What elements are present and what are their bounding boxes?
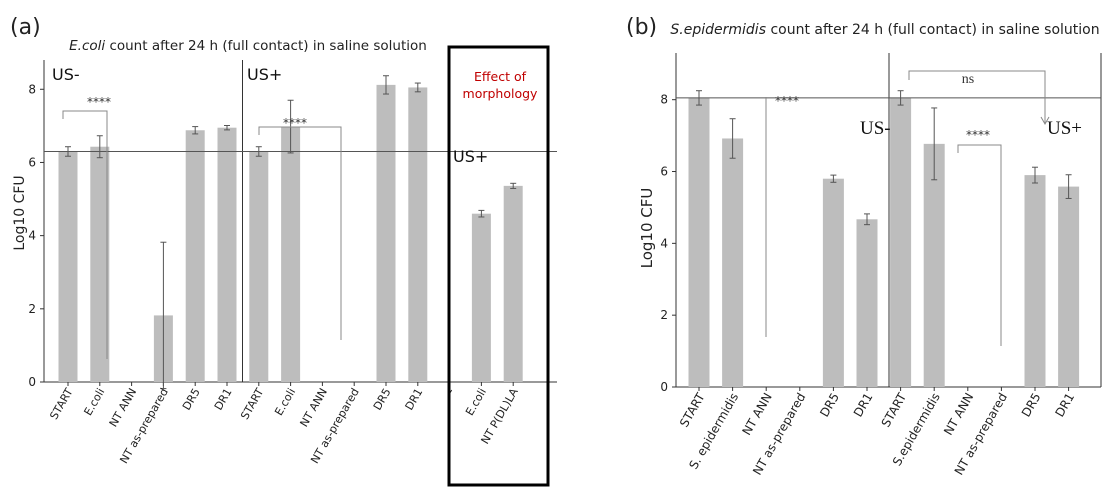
x-tick-label: -: [444, 386, 457, 396]
x-tick-label: DR1: [403, 386, 426, 413]
bar: [688, 97, 710, 388]
panel-b: (b) S.epidermidis count after 24 h (full…: [626, 15, 1102, 477]
bar: [185, 130, 205, 382]
x-tick-label: NT ANN: [740, 391, 775, 438]
y-tick-label: 2: [28, 302, 36, 316]
panel-a-title: E.coli count after 24 h (full contact) i…: [69, 38, 427, 54]
bar: [281, 126, 301, 382]
bar: [722, 138, 744, 387]
x-tick-label: DR1: [1052, 391, 1077, 420]
bar: [249, 151, 269, 382]
x-tick-label: DR5: [180, 386, 203, 413]
significance-bracket: [62, 110, 108, 359]
panel-b-ylabel: Log10 CFU: [638, 188, 656, 269]
ns-bracket: [908, 70, 1046, 123]
y-tick-label: 2: [660, 308, 668, 322]
significance-stars: ****: [966, 128, 990, 142]
bar: [1024, 175, 1046, 387]
bar: [408, 87, 428, 383]
significance-stars: ****: [87, 95, 111, 109]
ns-arrowhead: [1040, 116, 1050, 126]
x-tick-label: DR1: [851, 391, 876, 420]
x-tick-label: E.coli: [463, 386, 489, 418]
x-tick-label: DR1: [212, 386, 235, 413]
panel-a: (a) E.coli count after 24 h (full contac…: [10, 15, 557, 487]
x-tick-label: START: [238, 386, 266, 422]
x-tick-label: E.coli: [272, 386, 298, 418]
significance-bracket: [258, 126, 342, 340]
x-tick-label: DR5: [817, 391, 842, 420]
group-label: US-: [52, 65, 80, 84]
ns-label: ns: [962, 72, 974, 87]
panel-a-label: (a): [10, 15, 41, 40]
y-tick-label: 0: [660, 380, 668, 394]
significance-stars: ****: [283, 116, 307, 130]
bar: [923, 143, 945, 387]
bar: [58, 151, 78, 382]
bar: [217, 127, 237, 383]
group-label: US+: [1047, 118, 1082, 139]
y-tick-label: 0: [28, 375, 36, 389]
panel-b-label: (b): [626, 15, 657, 40]
x-tick-label: START: [47, 386, 75, 422]
y-tick-label: 8: [28, 82, 36, 96]
panel-b-title: S.epidermidis count after 24 h (full con…: [670, 22, 1099, 38]
bar: [471, 213, 491, 382]
bar: [1058, 186, 1080, 387]
x-tick-label: DR5: [1019, 391, 1044, 420]
bar: [822, 178, 844, 387]
morphology-box: [447, 45, 550, 487]
x-tick-label: START: [879, 390, 910, 430]
x-tick-label: NT ANN: [107, 386, 139, 429]
x-tick-label: E.coli: [81, 386, 107, 418]
y-tick-label: 8: [660, 93, 668, 107]
bar: [376, 84, 396, 382]
y-tick-label: 4: [28, 229, 36, 243]
bar: [856, 219, 878, 387]
morphology-annotation: Effect of morphology: [463, 69, 539, 101]
bar: [503, 185, 523, 382]
x-tick-label: DR5: [371, 386, 394, 413]
y-tick-label: 6: [28, 155, 36, 169]
significance-bracket: [957, 144, 1002, 346]
x-tick-label: NT ANN: [941, 391, 976, 438]
group-label: US-: [860, 118, 891, 139]
bar: [90, 146, 110, 382]
x-tick-label: START: [677, 390, 708, 430]
significance-stars: ****: [775, 94, 799, 108]
panel-a-ylabel: Log10 CFU: [12, 175, 28, 250]
group-label: US+: [247, 65, 282, 84]
x-tick-label: NT ANN: [298, 386, 330, 429]
group-label: US+: [453, 147, 488, 166]
y-tick-label: 4: [660, 236, 668, 250]
y-tick-label: 6: [660, 165, 668, 179]
bar: [890, 97, 912, 388]
